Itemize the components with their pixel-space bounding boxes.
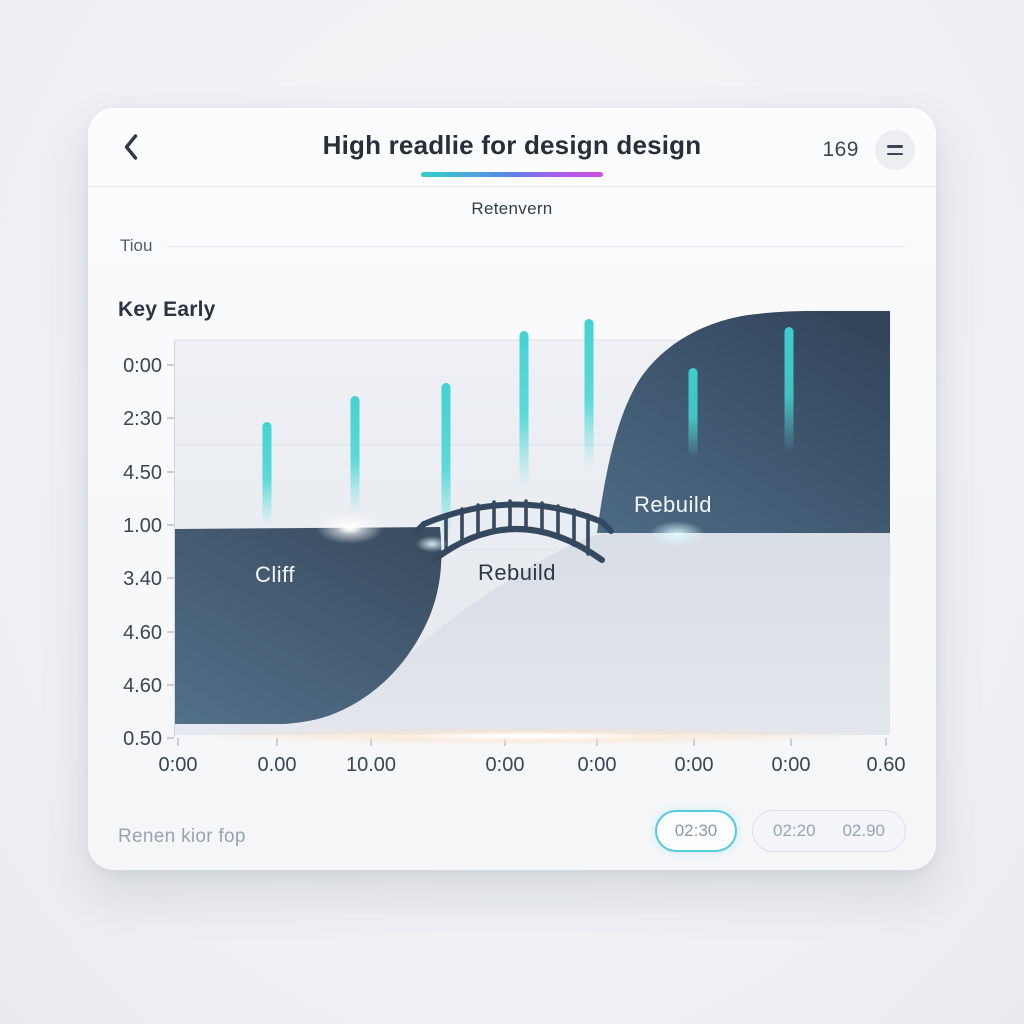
count-badge: 169	[822, 138, 859, 161]
y-tick-label: 3.40	[123, 568, 162, 590]
bridge-icon	[412, 499, 614, 563]
y-tick-label: 0.50	[123, 728, 162, 750]
cliff-label: Cliff	[255, 562, 295, 587]
y-tick-label: 2:30	[123, 408, 162, 430]
field-row: Tiou	[120, 236, 906, 256]
menu-button[interactable]	[875, 130, 915, 170]
retention-chart: Cliff Rebuild Rebuild 0:00 2:30 4.50 1.0…	[123, 311, 906, 776]
header-divider	[88, 186, 936, 187]
field-divider	[166, 245, 906, 247]
back-chevron-icon	[124, 134, 138, 160]
glow-effects	[185, 512, 875, 745]
x-tick-label: 10.00	[346, 754, 396, 776]
ramp-area	[284, 532, 890, 733]
highlight-bar	[584, 319, 594, 468]
highlight-bar	[262, 422, 272, 526]
time-option[interactable]: 02.90	[842, 821, 885, 840]
title-underline	[421, 172, 603, 177]
x-tick-label: 0:00	[578, 754, 617, 776]
rebuild-label: Rebuild	[478, 560, 556, 585]
back-button[interactable]	[112, 128, 150, 166]
time-pill-group: 02:20 02.90	[752, 810, 906, 852]
time-option-label: 02:30	[674, 821, 718, 840]
card: High readlie for design design 169 Reten…	[88, 108, 936, 870]
y-tick-label: 1.00	[123, 515, 162, 537]
y-axis-labels: 0:00 2:30 4.50 1.00 3.40 4.60 4.60 0.50	[123, 355, 162, 750]
subtitle: Retenvern	[471, 199, 553, 218]
x-tick-label: 0.00	[258, 754, 297, 776]
highlight-bar	[688, 368, 698, 458]
highlight-bar	[519, 331, 529, 488]
page-title: High readlie for design design	[322, 130, 702, 160]
x-tick-label: 0:00	[675, 754, 714, 776]
y-tick-label: 0:00	[123, 355, 162, 377]
rebuild-area	[597, 311, 890, 533]
x-tick-label: 0:00	[159, 754, 198, 776]
x-tick-label: 0:00	[772, 754, 811, 776]
time-option-active[interactable]: 02:30	[655, 810, 737, 852]
highlight-bar	[350, 396, 360, 512]
y-tick-label: 4.60	[123, 675, 162, 697]
highlight-bar	[441, 383, 451, 540]
time-option[interactable]: 02:20	[773, 821, 816, 840]
cliff-area	[175, 527, 442, 724]
footer-note: Renen kior fop	[118, 826, 246, 847]
rebuild-plateau-label: Rebuild	[634, 492, 712, 517]
section-heading: Key Early	[118, 298, 216, 321]
x-axis-labels: 0:00 0.00 10.00 0:00 0:00 0:00 0:00 0.60	[159, 754, 906, 776]
menu-icon	[887, 144, 903, 148]
highlight-bars	[262, 319, 794, 540]
highlight-bar	[784, 327, 794, 452]
x-tick-label: 0:00	[486, 754, 525, 776]
x-tick-label: 0.60	[867, 754, 906, 776]
y-tick-label: 4.50	[123, 462, 162, 484]
y-tick-label: 4.60	[123, 622, 162, 644]
field-label: Tiou	[120, 236, 153, 255]
